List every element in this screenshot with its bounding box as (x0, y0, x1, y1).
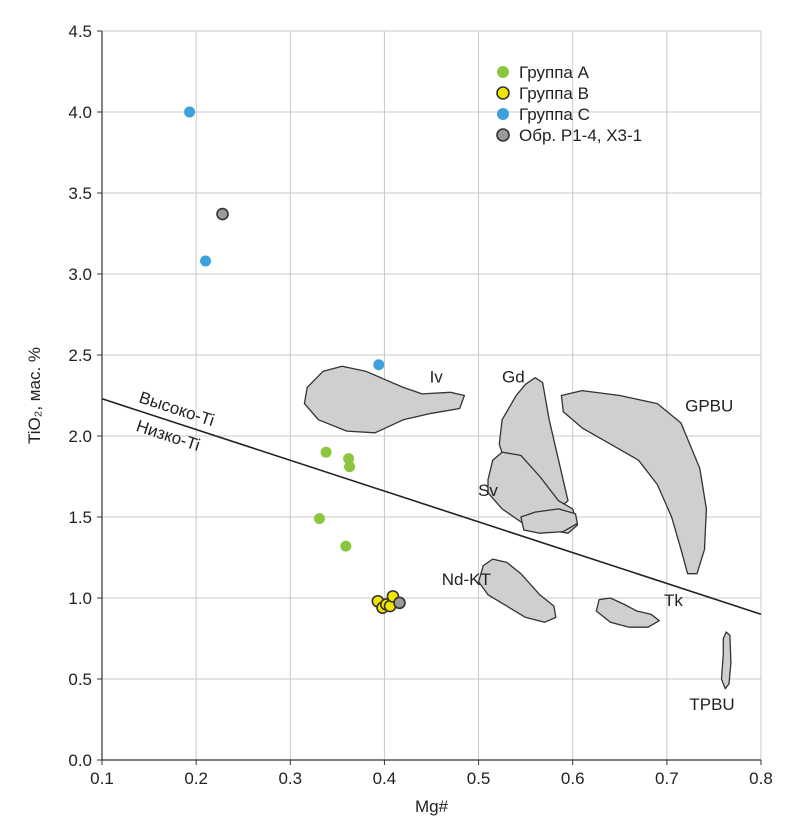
point-series-2 (373, 359, 385, 371)
legend-marker (497, 66, 509, 78)
x-tick-label: 0.6 (561, 769, 585, 788)
field-iv (303, 365, 466, 434)
point-series-2 (200, 255, 212, 267)
y-axis-title: TiO₂, мас. % (25, 347, 44, 444)
field-label: GPBU (685, 397, 733, 416)
y-tick-label: 4.5 (68, 22, 92, 41)
divider-segment (101, 397, 762, 615)
y-tick-label: 4.0 (68, 103, 92, 122)
field-gpbu (560, 389, 708, 575)
point-series-0 (343, 453, 355, 465)
x-axis-title: Mg# (415, 797, 449, 816)
point-series-0 (340, 540, 352, 552)
y-tick-label: 3.5 (68, 184, 92, 203)
point-series-3 (393, 596, 406, 610)
x-tick-label: 0.7 (655, 769, 679, 788)
y-tick-label: 0.0 (68, 751, 92, 770)
field-label: Tk (664, 591, 683, 610)
field-label: Gd (502, 368, 525, 387)
point-series-2 (184, 106, 196, 118)
y-tick-label: 1.0 (68, 589, 92, 608)
field-label: Nd-KT (442, 570, 491, 589)
y-tick-label: 2.0 (68, 427, 92, 446)
y-tick-label: 2.5 (68, 346, 92, 365)
legend-label: Обр. Р1-4, Х3-1 (519, 126, 642, 145)
x-tick-label: 0.8 (749, 769, 773, 788)
field-nd-kt (477, 558, 557, 623)
point-series-0 (320, 446, 332, 458)
x-tick-label: 0.5 (467, 769, 491, 788)
field-label: Sv (478, 481, 498, 500)
point-series-3 (216, 207, 229, 221)
divider-line (101, 397, 762, 615)
field-tpbu (720, 631, 732, 690)
legend-marker (497, 108, 509, 120)
legend-label: Группа А (519, 63, 590, 82)
point-series-0 (344, 461, 356, 473)
fields: Iv Gd Sv GPBU Nd-KT Tk TPBU (303, 365, 735, 714)
legend-label: Группа С (519, 105, 590, 124)
y-tick-label: 1.5 (68, 508, 92, 527)
legend-marker (496, 86, 510, 100)
x-tick-label: 0.4 (373, 769, 397, 788)
y-tick-label: 3.0 (68, 265, 92, 284)
data-points (184, 106, 406, 615)
x-tick-label: 0.3 (278, 769, 302, 788)
legend: Группа А Группа В Группа С Обр. Р1-4, Х3-1 (496, 63, 642, 145)
field-label: TPBU (689, 695, 734, 714)
y-tick-label: 0.5 (68, 670, 92, 689)
legend-marker (496, 128, 510, 142)
field-sv-lower (520, 508, 579, 534)
legend-label: Группа В (519, 84, 589, 103)
x-tick-label: 0.2 (184, 769, 208, 788)
field-label: Iv (430, 368, 444, 387)
x-tick-label: 0.1 (90, 769, 114, 788)
point-series-0 (313, 513, 325, 525)
field-tk (595, 597, 660, 628)
